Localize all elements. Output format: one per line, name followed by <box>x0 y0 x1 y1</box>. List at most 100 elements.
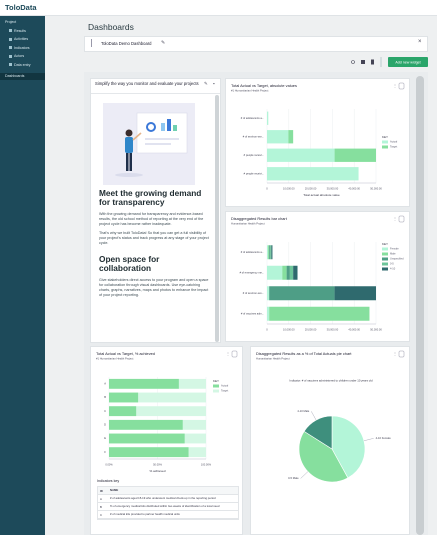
legend-title: KEY <box>213 379 219 383</box>
legend-label: Actual <box>390 140 398 144</box>
legend-label: Unspecified <box>390 257 404 261</box>
edit-icon[interactable]: ✎ <box>204 81 208 86</box>
table-cell: # of adolescents aged 15-19 who underwen… <box>110 495 216 500</box>
legend-swatch <box>382 267 388 271</box>
category-label: E <box>104 436 106 440</box>
leader-line <box>363 438 374 441</box>
tab[interactable]: ToloData Demo Dashboard <box>101 41 152 46</box>
legend-swatch <box>382 247 388 251</box>
pie-slice <box>298 430 349 483</box>
page-title: Dashboards <box>88 22 134 32</box>
sidebar-item[interactable]: Indicators <box>14 45 30 50</box>
column-header: ID <box>100 488 103 493</box>
sidebar-item[interactable]: Results <box>14 28 26 33</box>
menu-icon[interactable] <box>398 350 405 358</box>
table-cell: A <box>100 496 102 501</box>
bar-segment <box>270 245 272 260</box>
heading: Meet the growing demand for transparency <box>99 188 202 207</box>
chart: Total Actual vs Target, absolute values#… <box>231 82 405 197</box>
filter-icon[interactable]: ⋮ <box>226 351 230 356</box>
table-row: B % of emergency medical kits distributed… <box>98 503 238 511</box>
legend-title: KEY <box>382 135 388 139</box>
print-icon[interactable] <box>361 60 365 64</box>
category-label: # people receivi... <box>244 171 265 175</box>
toolbar: Add new widget <box>351 57 428 67</box>
leader-line <box>300 471 309 479</box>
sidebar-item[interactable]: Project <box>5 20 17 24</box>
bar-segment <box>267 306 270 321</box>
leader-line <box>311 411 317 421</box>
filter-icon[interactable]: ⋮ <box>393 351 397 356</box>
close-icon[interactable]: × <box>418 39 422 45</box>
bar-segment <box>267 167 359 181</box>
sidebar-icon <box>9 29 12 33</box>
slice-label: 4-10 Male <box>297 409 309 413</box>
add-widget-label[interactable]: Add new widget <box>395 60 420 64</box>
category-label: # of emergency me... <box>240 270 265 274</box>
bar-segment <box>267 245 269 260</box>
menu-icon[interactable] <box>398 215 405 223</box>
widget-subtitle: Humanitarian Health Project <box>231 222 265 226</box>
tab-divider <box>91 39 96 47</box>
paragraph: Give stakeholders direct access to your … <box>99 278 209 297</box>
sidebar-item[interactable]: Activities <box>14 37 29 41</box>
menu-icon[interactable] <box>398 82 405 90</box>
bar-segment <box>267 286 270 301</box>
tab-bar: ToloData Demo Dashboard ✎ × <box>84 36 428 52</box>
pie-slice <box>331 415 366 479</box>
category-label: F <box>104 450 106 454</box>
bar-segment <box>267 148 335 162</box>
add-widget-button[interactable] <box>388 57 428 67</box>
sidebar: Project Results Activities Indicators Actors… <box>0 16 45 535</box>
table-cell: % of emergency medical kits distributed … <box>110 503 220 508</box>
legend-swatch <box>213 384 219 388</box>
legend-swatch <box>382 257 388 261</box>
category-label: # of sex/non-sex... <box>243 134 264 138</box>
brand[interactable]: ToloData <box>5 3 37 12</box>
paragraph: With the growing demand for transparency… <box>99 212 204 226</box>
top-bar: ToloData <box>0 0 437 16</box>
x-tick-label: 0 <box>266 328 268 332</box>
x-tick-label: 10,000.00 <box>283 187 295 191</box>
delete-icon[interactable] <box>371 59 374 65</box>
deco-line <box>145 143 171 145</box>
legend-swatch <box>382 140 388 144</box>
bar <box>109 447 189 458</box>
slice-label: 4-10 Female <box>376 436 392 440</box>
legend-label: 4-10 <box>390 267 396 271</box>
x-tick-label: 100.00% <box>201 463 212 467</box>
column-header: NAME <box>110 487 119 492</box>
table-cell: B <box>100 504 102 509</box>
deco-line <box>145 138 179 140</box>
x-tick-label: 40,000.00 <box>348 187 360 191</box>
legend-swatch <box>382 252 388 256</box>
sidebar-item[interactable]: Dashboards <box>5 74 25 78</box>
sidebar-item[interactable]: Data entry <box>14 62 31 67</box>
bar-segment <box>282 265 287 280</box>
chart-widget: Disaggregated Results bar chart Humanitar… <box>225 211 410 342</box>
sidebar-item[interactable]: Actors <box>14 54 25 58</box>
legend-swatch <box>213 389 219 393</box>
bar-segment <box>269 245 271 260</box>
bar <box>109 406 137 417</box>
table-row: A # of adolescents aged 15-19 who underwe… <box>98 495 238 503</box>
bar <box>109 406 206 417</box>
filter-icon[interactable]: ⋮ <box>393 83 397 88</box>
legend-swatch <box>382 262 388 266</box>
category-label: # of adolescents a... <box>241 250 264 254</box>
active-highlight <box>0 73 45 80</box>
x-tick-label: 0 <box>266 187 268 191</box>
delete-icon[interactable]: ▪ <box>213 81 215 86</box>
menu-icon[interactable] <box>231 350 238 358</box>
key-table: ID NAME A # of adolescents aged 15-19 who u… <box>97 486 239 520</box>
bar-segment <box>267 111 269 125</box>
deco-bar <box>173 125 177 131</box>
x-axis-label: Total actual absolute value <box>303 193 340 197</box>
filter-icon[interactable]: ⋮ <box>393 216 397 221</box>
person-leg <box>129 153 132 171</box>
scrollbar <box>416 76 424 535</box>
share-icon[interactable] <box>351 60 355 64</box>
bar-segment <box>289 265 294 280</box>
edit-icon[interactable]: ✎ <box>161 40 166 46</box>
